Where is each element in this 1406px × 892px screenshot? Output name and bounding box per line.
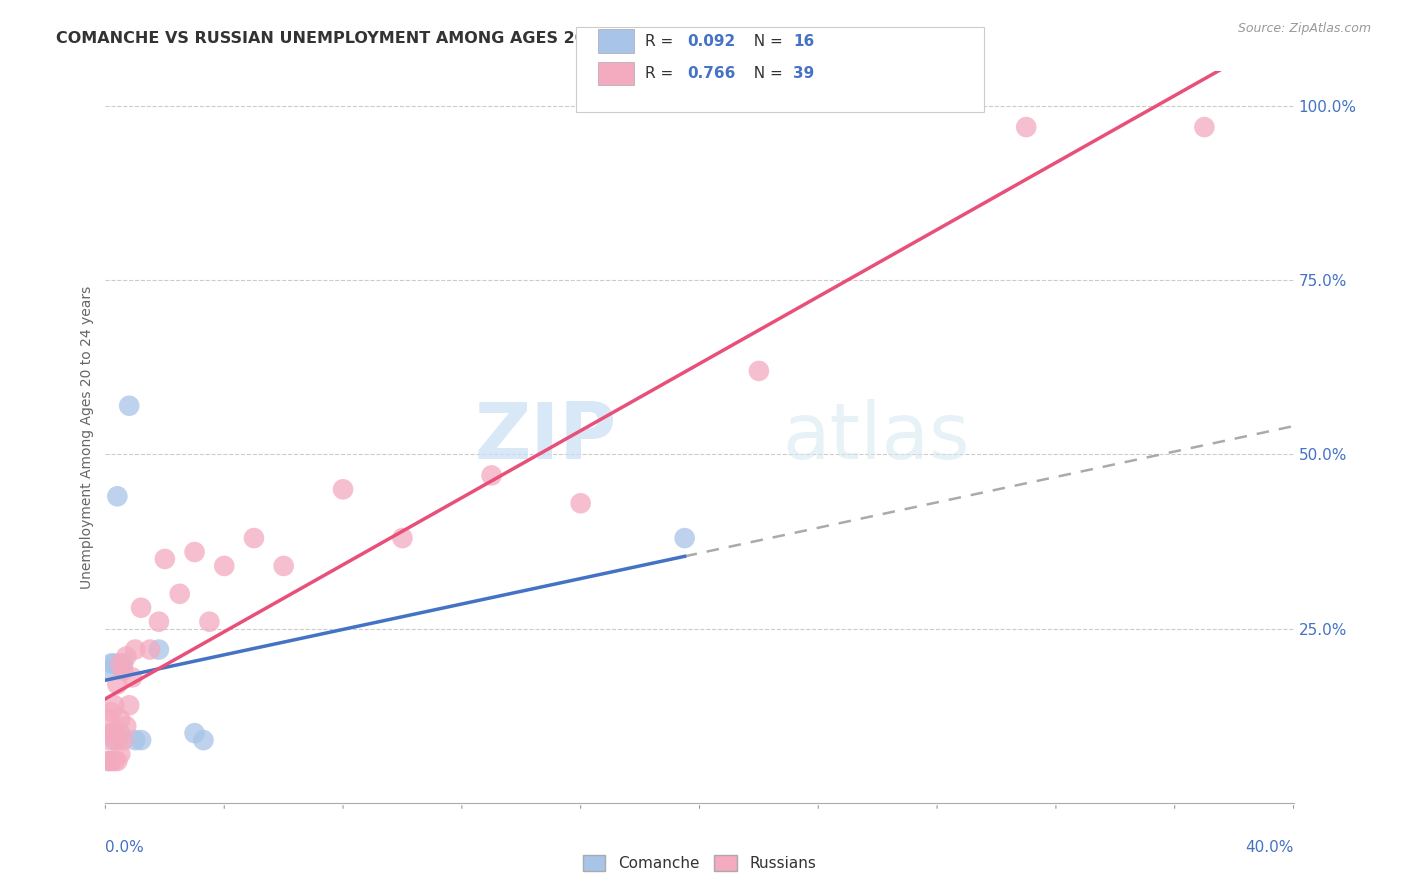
Point (112, 733, 135, 747)
Point (112, 657, 135, 671)
Point (129, 733, 152, 747)
Point (110, 747, 132, 761)
Point (118, 698, 141, 713)
Point (198, 615, 221, 629)
Text: 0.0%: 0.0% (105, 840, 145, 855)
Point (112, 664, 135, 678)
Text: 16: 16 (793, 34, 814, 48)
Point (100, 705, 122, 719)
Point (391, 531, 413, 545)
Point (124, 642, 146, 657)
Text: R =: R = (645, 34, 679, 48)
Text: ZIP: ZIP (474, 399, 616, 475)
Point (100, 657, 122, 671)
Point (103, 754, 125, 768)
Y-axis label: Unemployment Among Ages 20 to 24 years: Unemployment Among Ages 20 to 24 years (80, 285, 94, 589)
Point (103, 698, 125, 713)
Point (139, 642, 162, 657)
Point (273, 558, 295, 573)
Point (169, 587, 191, 601)
Point (332, 483, 354, 497)
Point (97, 712, 120, 726)
Point (105, 733, 128, 747)
Point (100, 754, 122, 768)
Point (153, 552, 176, 566)
Point (214, 558, 236, 573)
Point (1194, 120, 1216, 134)
Point (103, 726, 125, 740)
Point (193, 733, 215, 747)
Point (183, 726, 205, 740)
Point (97, 754, 120, 768)
Point (100, 664, 122, 678)
Text: N =: N = (744, 66, 787, 80)
Text: N =: N = (744, 34, 787, 48)
Point (1015, 120, 1038, 134)
Text: 40.0%: 40.0% (1246, 840, 1294, 855)
Point (124, 733, 146, 747)
Point (97, 733, 120, 747)
Point (110, 726, 132, 740)
Point (115, 719, 138, 733)
Point (100, 726, 122, 740)
Point (105, 677, 128, 691)
Point (110, 657, 132, 671)
Point (481, 468, 503, 483)
Point (100, 726, 122, 740)
Point (121, 670, 143, 684)
Point (105, 754, 128, 768)
Text: 0.766: 0.766 (688, 66, 735, 80)
Text: 0.092: 0.092 (688, 34, 735, 48)
Point (148, 642, 170, 657)
Text: atlas: atlas (783, 399, 970, 475)
Text: Source: ZipAtlas.com: Source: ZipAtlas.com (1237, 22, 1371, 36)
Point (243, 531, 266, 545)
Legend: Comanche, Russians: Comanche, Russians (578, 850, 821, 876)
Text: R =: R = (645, 66, 679, 80)
Point (118, 399, 141, 413)
Point (569, 496, 592, 510)
Point (97, 754, 120, 768)
Point (103, 733, 125, 747)
Point (183, 545, 205, 559)
Point (673, 531, 696, 545)
Point (129, 600, 152, 615)
Point (115, 649, 138, 664)
Point (103, 657, 125, 671)
Point (105, 489, 128, 503)
Point (148, 615, 170, 629)
Text: COMANCHE VS RUSSIAN UNEMPLOYMENT AMONG AGES 20 TO 24 YEARS CORRELATION CHART: COMANCHE VS RUSSIAN UNEMPLOYMENT AMONG A… (56, 31, 905, 46)
Point (110, 712, 132, 726)
Point (748, 364, 770, 378)
Text: 39: 39 (793, 66, 814, 80)
